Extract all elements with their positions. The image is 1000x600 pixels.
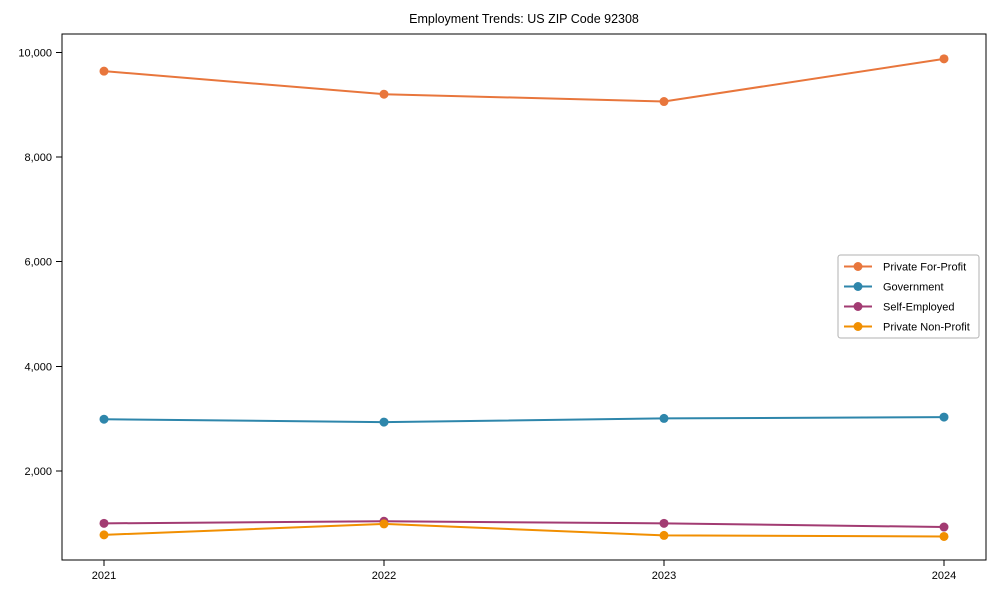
data-point <box>99 518 109 528</box>
data-point <box>379 89 389 99</box>
data-point <box>379 417 389 427</box>
data-point <box>939 531 949 541</box>
legend-label: Government <box>883 282 944 294</box>
x-tick-label: 2022 <box>372 570 396 582</box>
data-point <box>99 530 109 540</box>
legend-label: Self-Employed <box>883 302 955 314</box>
legend-entry-government: Government <box>844 282 944 294</box>
legend-entry-self-employed: Self-Employed <box>844 302 955 314</box>
x-tick-label: 2021 <box>92 570 116 582</box>
x-tick-label: 2023 <box>652 570 676 582</box>
legend-entry-private-non-profit: Private Non-Profit <box>844 322 970 334</box>
y-tick-label: 10,000 <box>18 47 52 59</box>
data-point <box>939 54 949 64</box>
series-line-self-employed <box>103 520 945 529</box>
data-point <box>659 518 669 528</box>
series-line-private-for-profit <box>103 57 945 103</box>
legend-label: Private Non-Profit <box>883 322 970 334</box>
data-point <box>659 413 669 423</box>
plot-area: 2,000 4,000 6,000 8,000 10,000 2021 2022 2023 20… <box>18 33 987 582</box>
data-point <box>99 66 109 76</box>
y-tick-label: 2,000 <box>24 466 52 478</box>
axes-spines <box>61 33 987 561</box>
series-line-private-non-profit <box>103 522 945 538</box>
y-tick-label: 4,000 <box>24 361 52 373</box>
legend-marker <box>853 302 863 311</box>
chart-title: Employment Trends: US ZIP Code 92308 <box>409 12 639 26</box>
legend-entry-private-for-profit: Private For-Profit <box>844 262 966 274</box>
legend-marker <box>853 262 863 271</box>
legend-box <box>837 254 980 339</box>
data-point <box>99 414 109 424</box>
legend-marker <box>853 322 863 331</box>
data-point <box>659 530 669 540</box>
data-point <box>379 519 389 529</box>
data-point <box>659 97 669 107</box>
y-tick-label: 6,000 <box>24 257 52 269</box>
series-line-government <box>103 416 945 424</box>
y-tick-label: 8,000 <box>24 152 52 164</box>
legend: Private For-Profit Government Self-Employe… <box>837 254 980 339</box>
data-point <box>939 522 949 532</box>
data-point <box>939 412 949 422</box>
legend-label: Private For-Profit <box>883 262 966 274</box>
x-tick-label: 2024 <box>932 570 956 582</box>
legend-marker <box>853 282 863 291</box>
